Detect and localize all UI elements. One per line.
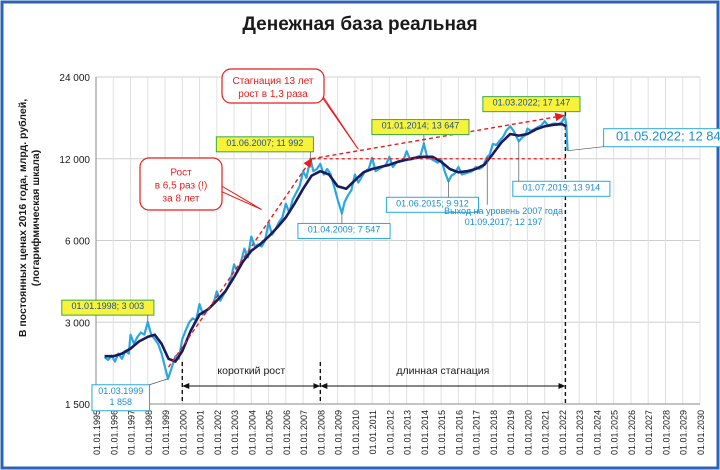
x-tick-label: 01.01.2003	[230, 410, 240, 455]
y-tick-label: 6 000	[65, 237, 90, 248]
point-label-box	[297, 222, 391, 239]
y-tick-label: 3 000	[65, 318, 90, 329]
x-tick-label: 01.01.2005	[265, 410, 275, 455]
x-tick-label: 01.01.2017	[472, 410, 482, 455]
trend-arrow	[167, 157, 313, 368]
point-label-box	[482, 96, 581, 113]
x-tick-label: 01.01.2006	[282, 410, 292, 455]
point-label: 01.07.2019; 13 914	[523, 182, 601, 192]
trend-arrow	[311, 112, 566, 160]
series-line-smoothed	[104, 122, 567, 363]
point-label-box	[215, 136, 314, 153]
x-tick-label: 01.01.2013	[403, 410, 413, 455]
x-tick-label: 01.01.2022	[558, 410, 568, 455]
x-tick-label: 01.01.1995	[92, 410, 102, 455]
callout-text: Стагнация 13 лет рост в 1,3 раза	[232, 76, 313, 100]
period-label: короткий рост	[217, 365, 285, 377]
point-label: 01.01.2014; 13 647	[382, 121, 460, 131]
x-tick-label: 01.01.2002	[213, 410, 223, 455]
point-label: 01.05.2022; 12 847	[616, 129, 720, 144]
y-axis-label-line2: (логарифмическая шкала)	[30, 150, 42, 286]
x-tick-label: 01.01.2023	[575, 410, 585, 455]
series-line-monthly	[103, 115, 569, 380]
point-label-box	[512, 180, 611, 197]
point-label-box	[371, 119, 470, 136]
x-tick-label: 01.01.2025	[610, 410, 620, 455]
period-label: длинная стагнация	[396, 365, 489, 377]
point-label: 01.01.1998; 3 003	[72, 301, 145, 311]
x-tick-label: 01.01.2004	[247, 410, 257, 455]
callout-box	[221, 68, 325, 104]
point-label: 01.03.2022; 17 147	[493, 98, 571, 108]
point-label-box	[91, 384, 150, 412]
point-label-box	[385, 196, 480, 213]
x-tick-label: 01.01.2016	[454, 410, 464, 455]
x-tick-label: 01.01.2029	[679, 410, 689, 455]
x-tick-label: 01.01.2007	[299, 410, 309, 455]
x-tick-label: 01.01.2001	[196, 410, 206, 455]
y-tick-label: 1 500	[65, 400, 90, 411]
x-tick-label: 01.01.1996	[109, 410, 119, 455]
x-tick-label: 01.01.1997	[127, 410, 137, 455]
x-tick-label: 01.01.2000	[178, 410, 188, 455]
x-tick-label: 01.01.2012	[385, 410, 395, 455]
x-tick-label: 01.01.2030	[696, 410, 706, 455]
point-label-box	[603, 128, 720, 148]
x-tick-label: 01.01.2019	[506, 410, 516, 455]
x-tick-label: 01.01.2010	[351, 410, 361, 455]
point-label: 01.04.2009; 7 547	[308, 224, 381, 234]
x-tick-label: 01.01.2028	[661, 410, 671, 455]
x-tick-label: 01.01.2024	[592, 410, 602, 455]
y-axis-label: В постоянных ценах 2016 года, млрд. рубл…	[17, 99, 42, 337]
y-tick-label: 24 000	[59, 73, 90, 84]
point-label-leader	[149, 378, 169, 386]
x-tick-label: 01.01.2021	[541, 410, 551, 455]
x-tick-label: 01.01.2027	[644, 410, 654, 455]
x-tick-label: 01.01.2011	[368, 410, 378, 454]
x-tick-label: 01.01.1998	[144, 410, 154, 455]
chart-title: Денежная база реальная	[242, 14, 477, 35]
point-label-leader	[567, 146, 604, 152]
point-label: 01.06.2015; 9 912	[396, 198, 469, 208]
x-tick-label: 01.01.2018	[489, 410, 499, 455]
callout-text: Рост в 6,5 раз (!) за 8 лет	[155, 168, 208, 205]
x-tick-label: 01.01.2026	[627, 410, 637, 455]
x-tick-label: 01.01.2014	[420, 410, 430, 455]
point-label: 01.06.2007; 11 992	[226, 138, 303, 148]
x-tick-label: 01.01.2009	[334, 410, 344, 455]
y-tick-label: 12 000	[59, 155, 90, 166]
y-axis-label-line1: В постоянных ценах 2016 года, млрд. рубл…	[17, 99, 29, 337]
x-tick-label: 01.01.2015	[437, 410, 447, 455]
point-label-box	[61, 299, 155, 316]
x-tick-label: 01.01.2008	[316, 410, 326, 455]
plot-area: 1 500 3 000 6 000 12 000 24 000 01.01.1995 01.…	[59, 68, 720, 455]
point-label: 01.03.1999 1 858	[98, 386, 143, 407]
callout-box	[139, 157, 223, 211]
x-tick-label: 01.01.2020	[523, 410, 533, 455]
x-tick-label: 01.01.1999	[161, 410, 171, 455]
point-label: Выход на уровень 2007 года 01.09.2017; 12…	[444, 206, 563, 227]
